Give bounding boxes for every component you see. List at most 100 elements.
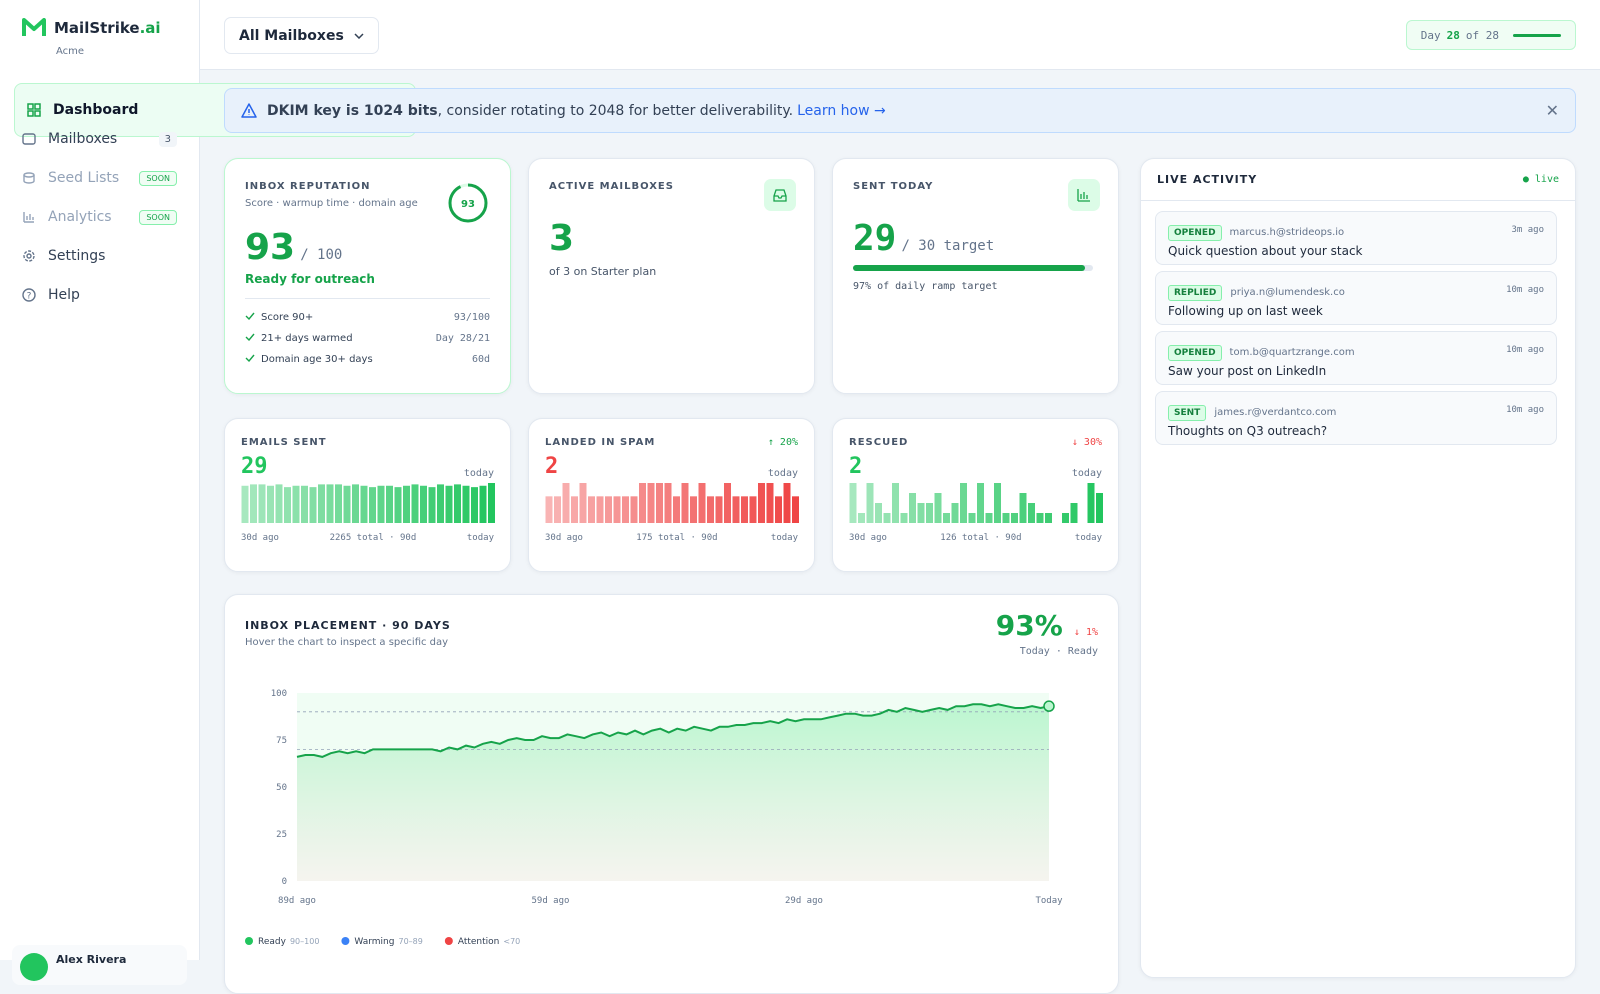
total-label: 175 total · 90d [636, 533, 718, 543]
activity-subject: Thoughts on Q3 outreach? [1168, 424, 1328, 438]
value: 2 [849, 454, 863, 479]
activity-meta: OPENED tom.b@quartzrange.com [1168, 340, 1355, 361]
mini-value-row: 29 today [241, 454, 494, 479]
legend-dot [341, 937, 350, 945]
card-subtitle: Hover the chart to inspect a specific da… [245, 637, 449, 648]
spark-bar [554, 496, 561, 523]
spark-bar [943, 513, 950, 523]
check-value: Day 28/21 [435, 333, 490, 344]
mini-card: RESCUED ↓ 30% 2 today 30d ago 126 total · 90d… [832, 418, 1119, 572]
spark-bar [462, 485, 470, 523]
user-name[interactable]: Alex Rivera [12, 945, 187, 985]
spark-bar [792, 496, 799, 523]
check-row: Score 90+ 93/100 [245, 307, 490, 328]
value: 3 [549, 218, 575, 259]
activity-head: REPLIED priya.n@lumendesk.co 10m ago [1168, 280, 1544, 301]
spark-bar [758, 483, 765, 523]
current-value: 93% [995, 609, 1063, 642]
select-label: All Mailboxes [239, 27, 344, 44]
legend-range: 70–89 [398, 937, 422, 946]
alert-banner: DKIM key is 1024 bits, consider rotating… [224, 88, 1576, 133]
day-total: of 28 [1465, 28, 1499, 42]
spark-bar [858, 513, 865, 523]
sparkline [849, 483, 1103, 523]
day-label: Day [1420, 28, 1441, 42]
spark-bar [749, 496, 757, 523]
spark-bar [352, 484, 359, 523]
check-left: 21+ days warmed [245, 333, 353, 344]
spark-bar [605, 496, 612, 523]
value: 29 [241, 454, 268, 479]
activity-meta: SENT james.r@verdantco.com [1168, 400, 1336, 421]
activity-from: priya.n@lumendesk.co [1230, 287, 1345, 298]
y-tick-label: 50 [276, 783, 287, 793]
spark-bar [1011, 513, 1018, 523]
spark-bar [732, 496, 740, 523]
legend-label: Ready [258, 937, 287, 947]
placement-card: INBOX PLACEMENT · 90 DAYS Hover the char… [224, 594, 1119, 994]
spark-bar [394, 487, 402, 523]
legend-label: Warming [354, 937, 394, 947]
alert-link[interactable]: Learn how → [797, 102, 886, 119]
spark-bar [318, 484, 325, 523]
activity-tag: OPENED [1168, 345, 1222, 361]
mini-foot: 30d ago 126 total · 90d today [849, 533, 1102, 543]
y-tick-label: 25 [276, 830, 287, 840]
spark-bar [545, 496, 553, 523]
spark-bar [284, 487, 291, 523]
activity-subject: Following up on last week [1168, 304, 1323, 318]
progress-fill [853, 265, 1085, 271]
spark-bar [275, 484, 283, 523]
activity-item[interactable]: REPLIED priya.n@lumendesk.co 10m ago Follow… [1155, 271, 1557, 325]
spark-bar [775, 496, 782, 523]
spark-bar [707, 496, 714, 523]
spark-bar [866, 483, 874, 523]
spark-bar [630, 496, 638, 523]
activity-tag: SENT [1168, 405, 1207, 421]
check-row: 21+ days warmed Day 28/21 [245, 328, 490, 349]
svg-text:?: ? [27, 292, 32, 302]
check-label: Domain age 30+ days [261, 354, 373, 365]
activity-time: 3m ago [1511, 224, 1544, 235]
end-label: today [770, 533, 798, 543]
topbar: All Mailboxes Day 28 of 28 [200, 0, 1600, 70]
activity-tag: REPLIED [1168, 285, 1223, 301]
nav-label: Mailboxes [48, 131, 118, 147]
y-tick-label: 75 [276, 736, 287, 746]
x-tick-label: 59d ago [532, 896, 570, 906]
check-value: 60d [471, 354, 490, 365]
activity-item[interactable]: OPENED marcus.h@strideops.io 3m ago Quick q… [1155, 211, 1557, 265]
nav-item[interactable]: Settings [12, 238, 187, 274]
spark-bar [596, 496, 604, 523]
brand[interactable]: MailStrike.ai [22, 18, 161, 38]
spark-bar [360, 485, 368, 523]
line-chart: 0 25 50 75 100 89d ago 59d ago 29d ago Today Read… [245, 689, 1063, 947]
card-title: EMAILS SENT [241, 437, 327, 448]
close-button[interactable]: ✕ [1545, 101, 1559, 120]
spark-bar [664, 483, 672, 523]
legend-dot [444, 937, 453, 945]
activity-item[interactable]: OPENED tom.b@quartzrange.com 10m ago Saw yo… [1155, 331, 1557, 385]
total-label: 126 total · 90d [940, 533, 1022, 543]
nav-item[interactable]: Mailboxes 3 [12, 121, 187, 157]
spark-bar [411, 484, 419, 523]
check-row: Domain age 30+ days 60d [245, 349, 490, 370]
progress-bar [853, 265, 1093, 271]
nav-badge: SOON [139, 209, 177, 225]
mini-foot: 30d ago 175 total · 90d today [545, 533, 798, 543]
spark-bar [1062, 513, 1069, 523]
spark-bar [1028, 503, 1035, 523]
nav-item[interactable]: ? Help [12, 277, 187, 313]
check-value: 93/100 [453, 312, 490, 323]
nav-item[interactable]: Seed Lists SOON [12, 160, 187, 196]
activity-item[interactable]: SENT james.r@verdantco.com 10m ago Thoughts… [1155, 391, 1557, 445]
activity-tag: OPENED [1168, 225, 1222, 241]
mailbox-select[interactable]: All Mailboxes [224, 17, 379, 54]
spark-bar [926, 503, 933, 523]
spark-bar [454, 484, 461, 523]
day-number: 28 [1446, 28, 1460, 42]
nav-badge: SOON [139, 170, 177, 186]
mailboxes-card: ACTIVE MAILBOXES 3 of 3 on Starter plan [528, 158, 815, 394]
nav-item[interactable]: Analytics SOON [12, 199, 187, 235]
